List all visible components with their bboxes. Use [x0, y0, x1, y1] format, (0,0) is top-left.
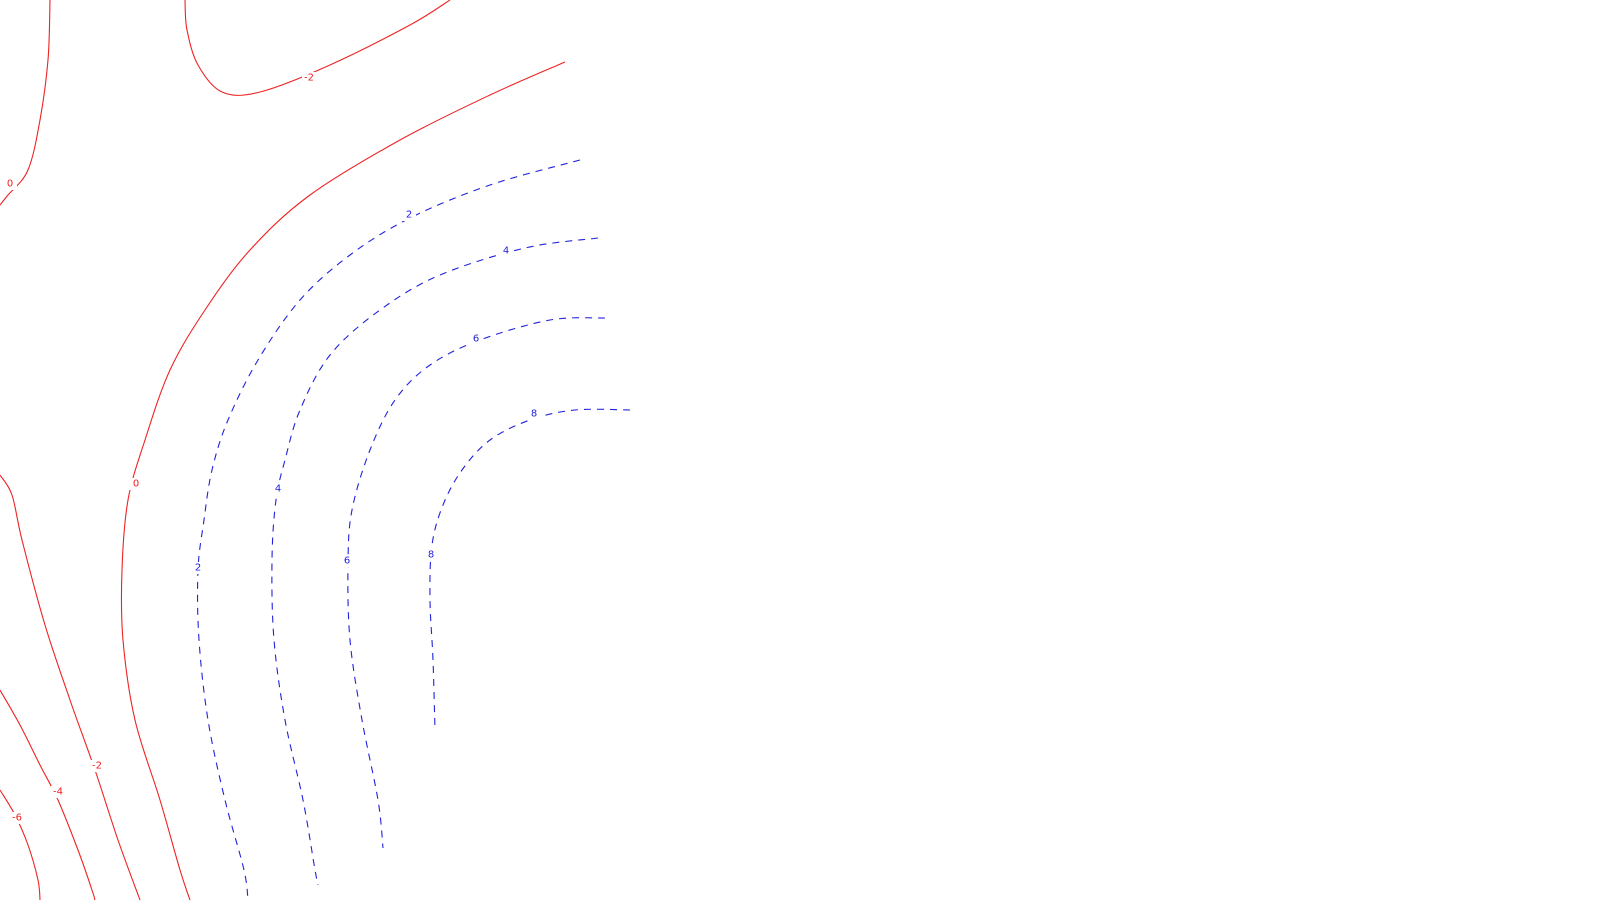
contour-label: 4 [275, 484, 281, 495]
contour-label: 6 [344, 556, 350, 567]
contour-label-background [402, 209, 416, 221]
contour-label-background [527, 408, 541, 420]
contour-line-level-neg2 [184, 0, 451, 96]
contour-line-level-neg6 [0, 789, 41, 900]
contour-line-level-neg4 [0, 689, 96, 900]
contour-label: 8 [428, 550, 434, 561]
contour-line-level-2 [196, 159, 581, 900]
contour-label-background [340, 555, 354, 567]
contour-label: 2 [195, 563, 201, 574]
contour-label: 8 [531, 409, 537, 420]
contour-label: -2 [304, 73, 314, 84]
contour-line-level-4 [271, 237, 599, 886]
contour-label-background [51, 786, 65, 798]
contour-label: 0 [7, 179, 13, 190]
contour-label-background [424, 549, 438, 561]
contour-label: 0 [133, 479, 139, 490]
contour-label: -2 [92, 761, 102, 772]
contour-label: 4 [503, 246, 509, 257]
contour-label-background [499, 245, 513, 257]
contour-label-background [10, 812, 24, 824]
contour-line-level-neg2 [0, 474, 141, 900]
contour-label: -4 [53, 787, 63, 798]
contour-label: 2 [406, 210, 412, 221]
contour-label-background [129, 478, 143, 490]
contour-line-level-0 [0, 0, 51, 206]
contour-line-level-6 [347, 317, 606, 849]
contour-label-background [271, 483, 285, 495]
contour-label: -6 [12, 813, 22, 824]
contour-label-background [469, 333, 483, 345]
contour-label-background [3, 178, 17, 190]
contour-line-level-0 [120, 61, 566, 900]
contour-label-background [302, 72, 316, 84]
contour-label: 6 [473, 334, 479, 345]
contour-label-background [90, 760, 104, 772]
contour-label-background [191, 562, 205, 574]
contour-line-level-8 [429, 408, 631, 731]
